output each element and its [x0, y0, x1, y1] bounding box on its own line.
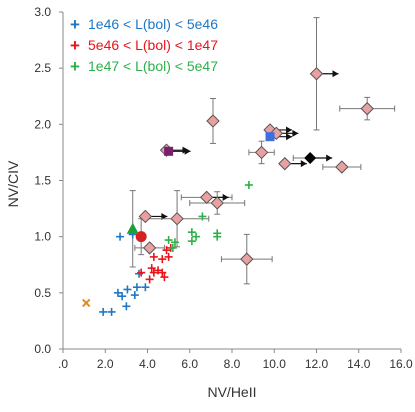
- y-tick-label: 2.0: [34, 117, 51, 131]
- plus-marker: [213, 232, 222, 241]
- plus-marker: [118, 292, 127, 301]
- plus-marker: [107, 307, 116, 316]
- diamond-marker: [199, 190, 214, 205]
- lower-limit-arrowhead: [222, 193, 229, 201]
- plus-marker: [149, 252, 158, 261]
- diamond-marker: [138, 209, 153, 224]
- diamond-marker: [206, 114, 220, 128]
- axes: .0 2.0 4.0 6.0 8.0 10.0 12.0 14.0 16.0 0.0 0.5 1.0 1…: [34, 5, 413, 371]
- plus-marker: [168, 243, 177, 252]
- legend-label: 1e47 < L(bol) < 5e47: [88, 58, 218, 74]
- plus-marker: [158, 268, 167, 277]
- y-tick-label: 0.5: [34, 286, 51, 300]
- plus-marker: [164, 236, 173, 245]
- plus-marker: [244, 180, 253, 189]
- plus-marker: [187, 228, 196, 237]
- plus-marker: [123, 285, 132, 294]
- legend-symbol: +: [70, 36, 80, 55]
- x-tick-label: 2.0: [97, 357, 114, 371]
- plus-marker: [198, 212, 207, 221]
- plus-marker: [147, 264, 156, 273]
- diamond-marker: [210, 196, 224, 210]
- square-marker: [265, 132, 275, 142]
- plus-marker: [137, 268, 146, 277]
- plus-marker: [145, 275, 154, 284]
- diamond-marker: [309, 67, 324, 81]
- y-tick-label: 1.0: [34, 230, 51, 244]
- plus-marker: [149, 268, 158, 277]
- square-marker: [164, 146, 174, 156]
- circle-marker: [135, 231, 147, 243]
- plus-marker: [154, 266, 163, 275]
- x-tick-label: 8.0: [224, 357, 241, 371]
- plus-marker: [158, 255, 167, 264]
- x-stroke: [82, 298, 91, 308]
- plus-marker: [122, 302, 131, 311]
- plus-marker: [132, 283, 141, 292]
- plus-marker: [160, 273, 169, 282]
- legend-symbol: +: [70, 15, 80, 34]
- data-points: [82, 67, 374, 316]
- plus-marker: [141, 283, 150, 292]
- plus-marker: [164, 252, 173, 261]
- lower-limit-arrowhead: [184, 147, 191, 155]
- x-tick-label: 12.0: [305, 357, 329, 371]
- x-axis-title: NV/HeII: [207, 384, 256, 400]
- lower-limit-arrowhead: [326, 154, 333, 162]
- diamond-marker: [335, 160, 349, 174]
- plus-marker: [187, 237, 196, 246]
- y-axis-title: NV/CIV: [5, 160, 21, 207]
- legend: +1e46 < L(bol) < 5e46 + 5e46 < L(bol) < 1e…: [70, 15, 218, 76]
- lower-limit-arrowhead: [286, 133, 293, 141]
- x-marker: [82, 298, 91, 308]
- plus-marker: [130, 291, 139, 300]
- y-tick-label: 0.0: [34, 342, 51, 356]
- plus-marker: [192, 232, 201, 241]
- plus-marker: [113, 288, 122, 297]
- diamond-marker: [278, 156, 292, 171]
- plus-marker: [162, 246, 171, 255]
- lower-limit-arrowhead: [332, 70, 339, 78]
- plus-marker: [116, 232, 125, 241]
- x-tick-label: 6.0: [181, 357, 198, 371]
- legend-label: 5e46 < L(bol) < 1e47: [88, 37, 218, 53]
- black-diamond-marker: [304, 152, 317, 165]
- lower-limit-arrowhead: [292, 129, 299, 137]
- x-tick-label: .0: [58, 357, 68, 371]
- lower-limit-arrowhead: [286, 126, 293, 134]
- y-tick-label: 3.0: [34, 5, 51, 19]
- x-tick-label: 4.0: [139, 357, 156, 371]
- y-tick-label: 1.5: [34, 174, 51, 188]
- x-tick-label: 16.0: [389, 357, 413, 371]
- x-tick-label: 14.0: [347, 357, 371, 371]
- diamond-marker: [240, 252, 254, 266]
- triangle-marker: [126, 222, 139, 234]
- diamond-marker: [360, 101, 374, 116]
- diamond-marker: [269, 126, 284, 141]
- plus-marker: [99, 307, 108, 316]
- diamond-marker: [142, 241, 157, 255]
- diamond-marker: [254, 145, 269, 160]
- diamond-marker: [170, 211, 184, 226]
- x-tick-label: 10.0: [263, 357, 287, 371]
- y-tick-label: 2.5: [34, 61, 51, 75]
- legend-symbol: +: [70, 57, 80, 76]
- legend-label: 1e46 < L(bol) < 5e46: [88, 16, 218, 32]
- lower-limit-arrowhead: [300, 160, 307, 168]
- plus-marker: [170, 238, 179, 247]
